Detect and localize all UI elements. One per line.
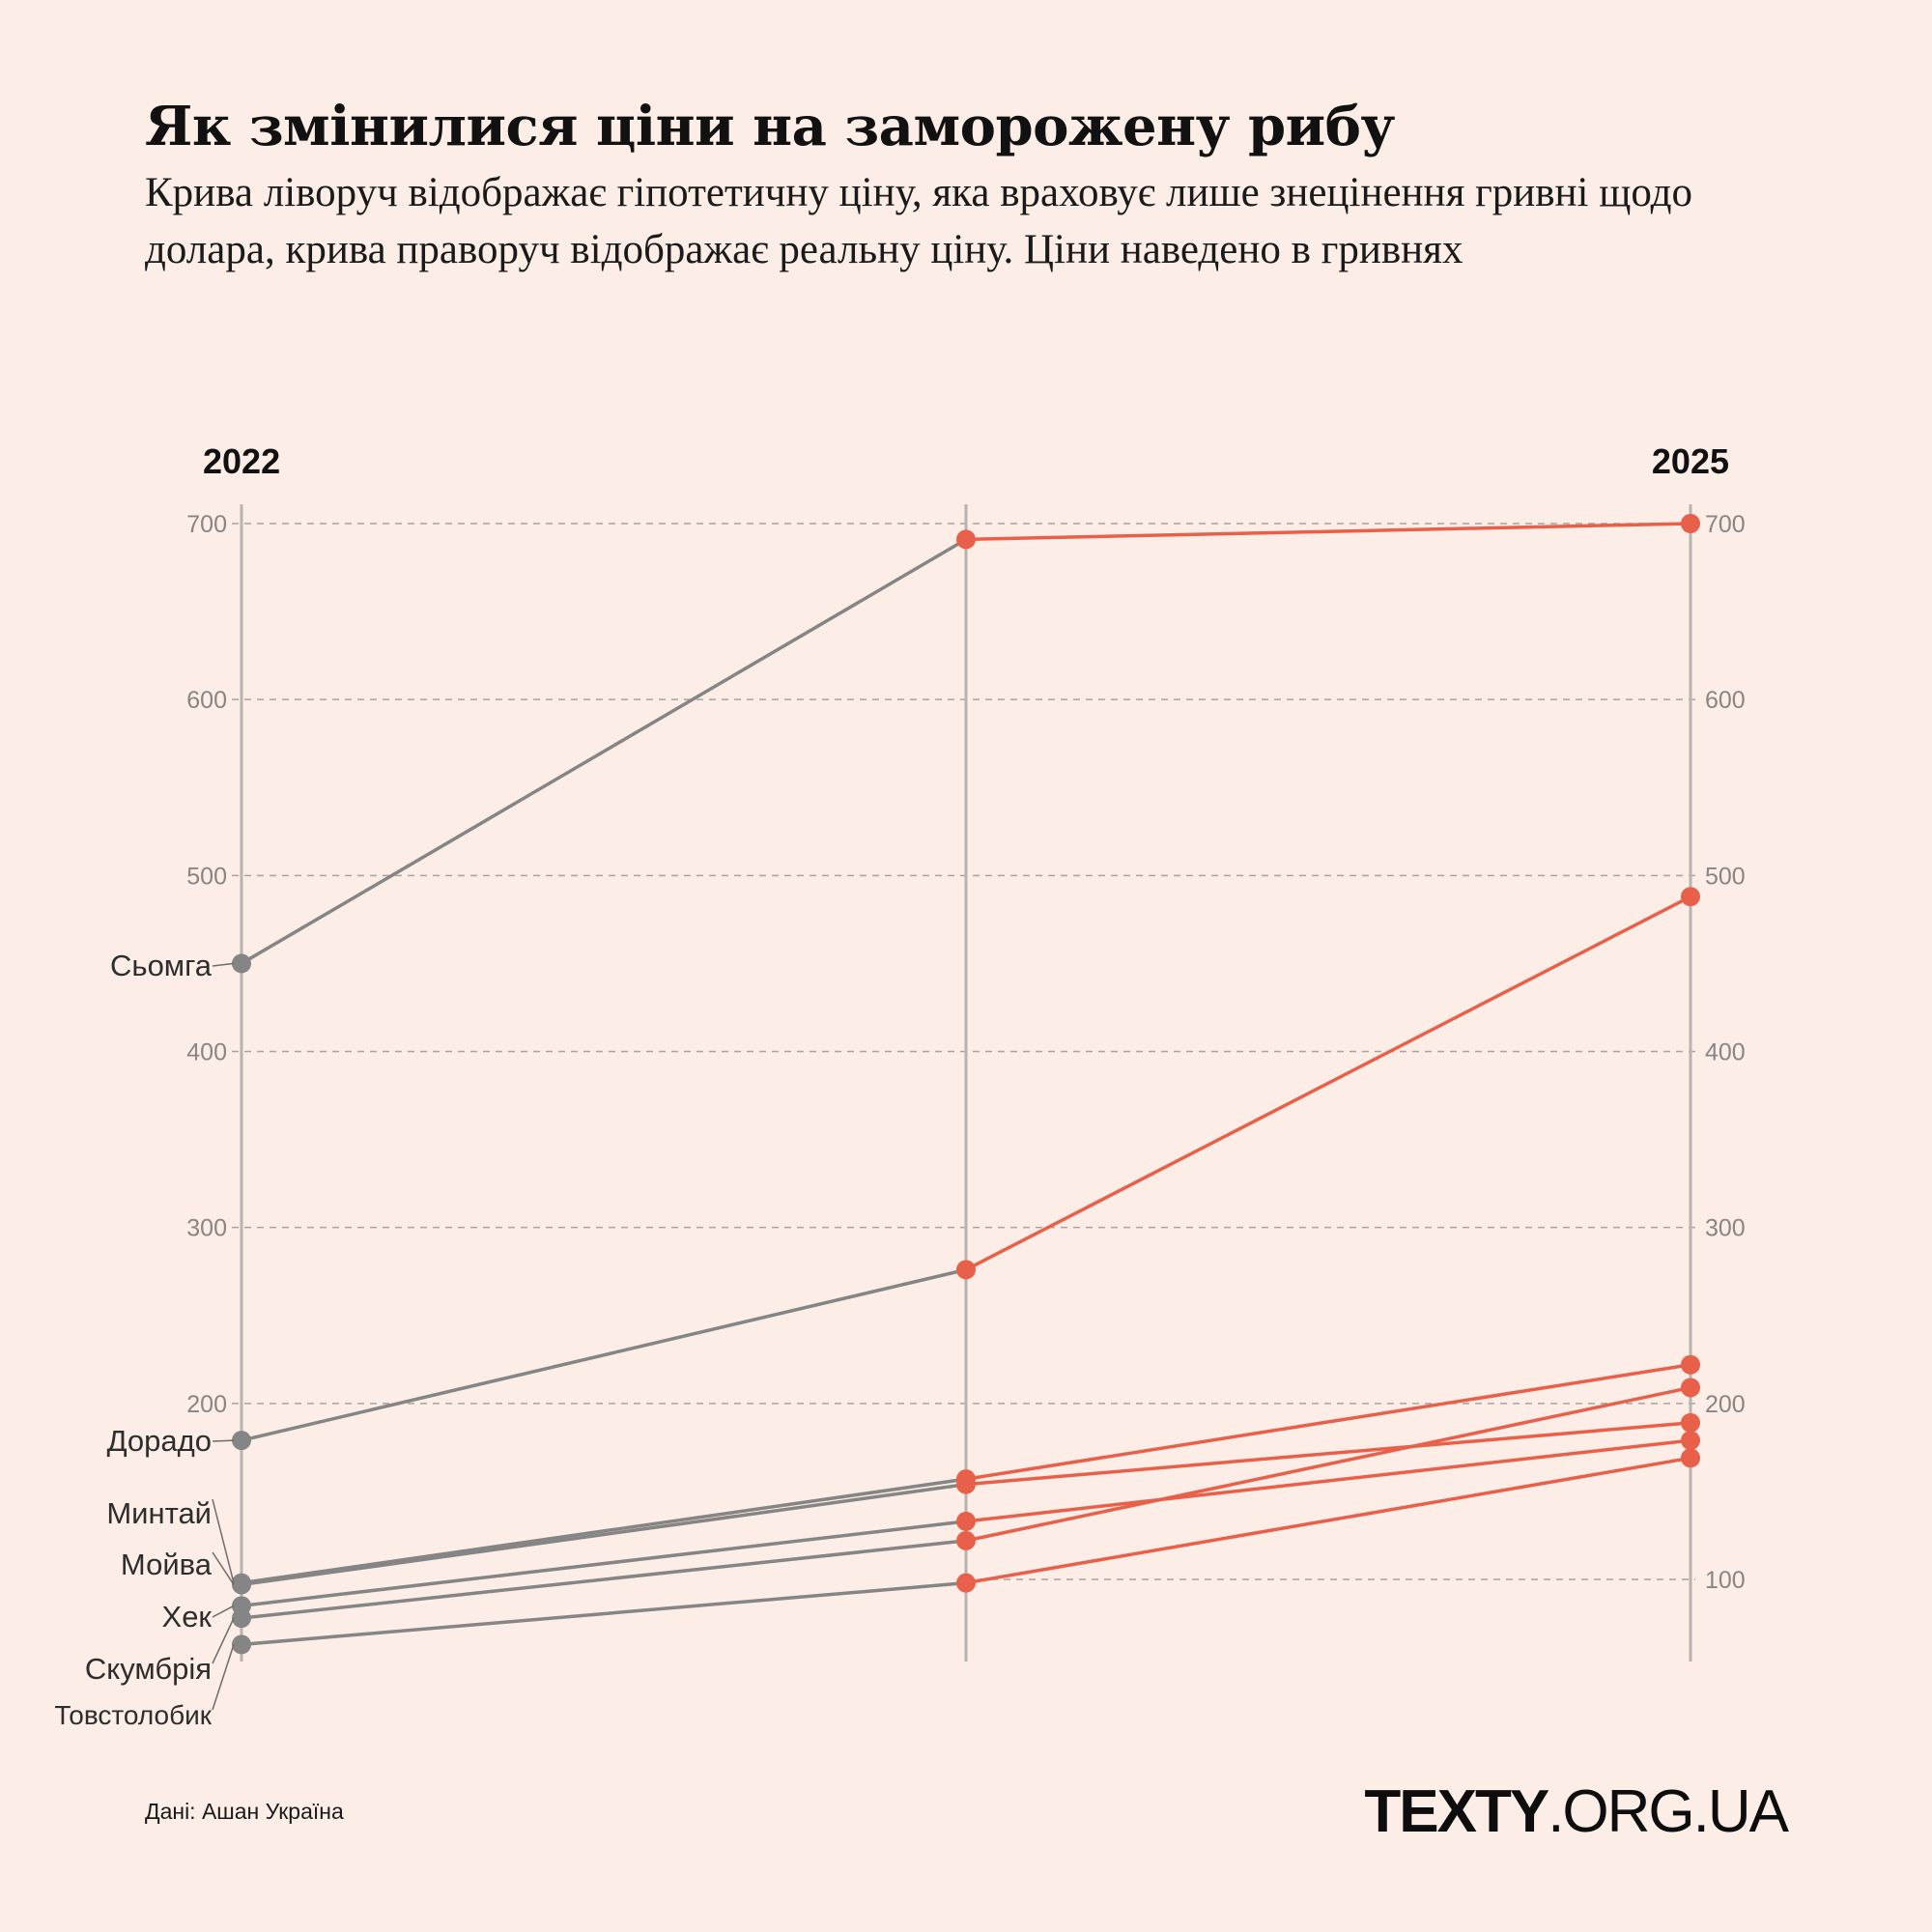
series-5-real-line [965,1385,1691,1543]
labels: Сьомга Дорадо Минтай Мойва Хек Скумбрія Товсто… [54,949,235,1730]
series-2-point-2025 [1681,1354,1700,1375]
y-tick-right-100: 100 [1705,1567,1746,1594]
series-0-hypothetical-line [241,537,967,965]
series-1-point-mid [956,1260,976,1280]
series-4-real-line [965,1438,1691,1523]
chart-title: Як змінилися ціни на заморожену рибу [145,95,1395,158]
series-6-point-2022 [232,1634,251,1655]
y-tick-right-200: 200 [1705,1391,1746,1418]
year-label-left: 2022 [203,441,280,481]
y-tick-left-400: 400 [186,1039,227,1066]
series-4-leader [212,1605,235,1618]
y-tick-right-300: 300 [1705,1215,1746,1242]
series-2-real-line [965,1363,1691,1481]
series-5-point-2025 [1681,1378,1700,1398]
axes: 200 300 400 500 600 700 100 200 300 400 500 600 700 2… [186,441,1746,1662]
y-tick-left-700: 700 [186,511,227,538]
series-2-label: Минтай [106,1496,212,1530]
y-tick-left-200: 200 [186,1391,227,1418]
y-tick-right-400: 400 [1705,1039,1746,1066]
data-source: Дані: Ашан Україна [145,1799,344,1824]
series-5-point-2022 [232,1608,251,1629]
series-5-leader [212,1617,235,1664]
series-0-point-2025 [1681,514,1700,533]
series-1-hypothetical-line [241,1267,967,1442]
brand-logo[interactable]: TEXTY.ORG.UA [1364,1777,1789,1846]
series-0-label: Сьомга [110,949,213,982]
series-points [232,514,1700,1655]
series-3-point-mid [956,1474,976,1494]
series-3-hypothetical-line [241,1482,967,1587]
y-tick-left-600: 600 [186,687,227,714]
series-4-label: Хек [162,1600,213,1634]
y-tick-left-500: 500 [186,863,227,890]
gridlines [232,523,1695,1580]
series-5-hypothetical-line [241,1539,967,1620]
series-6-hypothetical-line [241,1580,967,1647]
series-1-real-line [965,895,1691,1271]
y-tick-right-500: 500 [1705,863,1746,890]
series-4-hypothetical-line [241,1520,967,1608]
brand-rest: .ORG.UA [1548,1778,1789,1845]
series-3-leader [212,1551,235,1585]
series-6-leader [212,1644,235,1711]
series-5-label: Скумбрія [85,1652,212,1686]
series-3-real-line [965,1421,1691,1487]
series-1-point-2022 [232,1431,251,1451]
series-lines [241,522,1691,1647]
series-0-point-mid [956,529,976,550]
series-3-point-2022 [232,1575,251,1595]
series-0-leader [212,962,235,967]
series-1-label: Дорадо [107,1424,212,1458]
series-5-point-mid [956,1530,976,1550]
chart-subtitle: Крива ліворуч відображає гіпотетичну цін… [145,170,1693,272]
y-tick-right-700: 700 [1705,511,1746,538]
series-4-point-2025 [1681,1431,1700,1451]
series-4-point-mid [956,1511,976,1531]
y-tick-right-600: 600 [1705,687,1746,714]
series-3-label: Мойва [121,1548,213,1581]
series-6-point-mid [956,1573,976,1593]
series-2-hypothetical-line [241,1477,967,1585]
series-0-point-2022 [232,953,251,974]
brand-bold: TEXTY [1364,1778,1549,1845]
series-6-point-2025 [1681,1448,1700,1468]
series-6-label: Товстолобик [54,1700,212,1730]
series-2-leader [212,1498,235,1583]
series-6-real-line [965,1456,1691,1585]
y-tick-left-300: 300 [186,1215,227,1242]
series-1-point-2025 [1681,887,1700,907]
series-1-leader [212,1439,235,1442]
year-label-right: 2025 [1652,441,1729,481]
series-3-point-2025 [1681,1412,1700,1433]
series-0-real-line [965,522,1691,542]
